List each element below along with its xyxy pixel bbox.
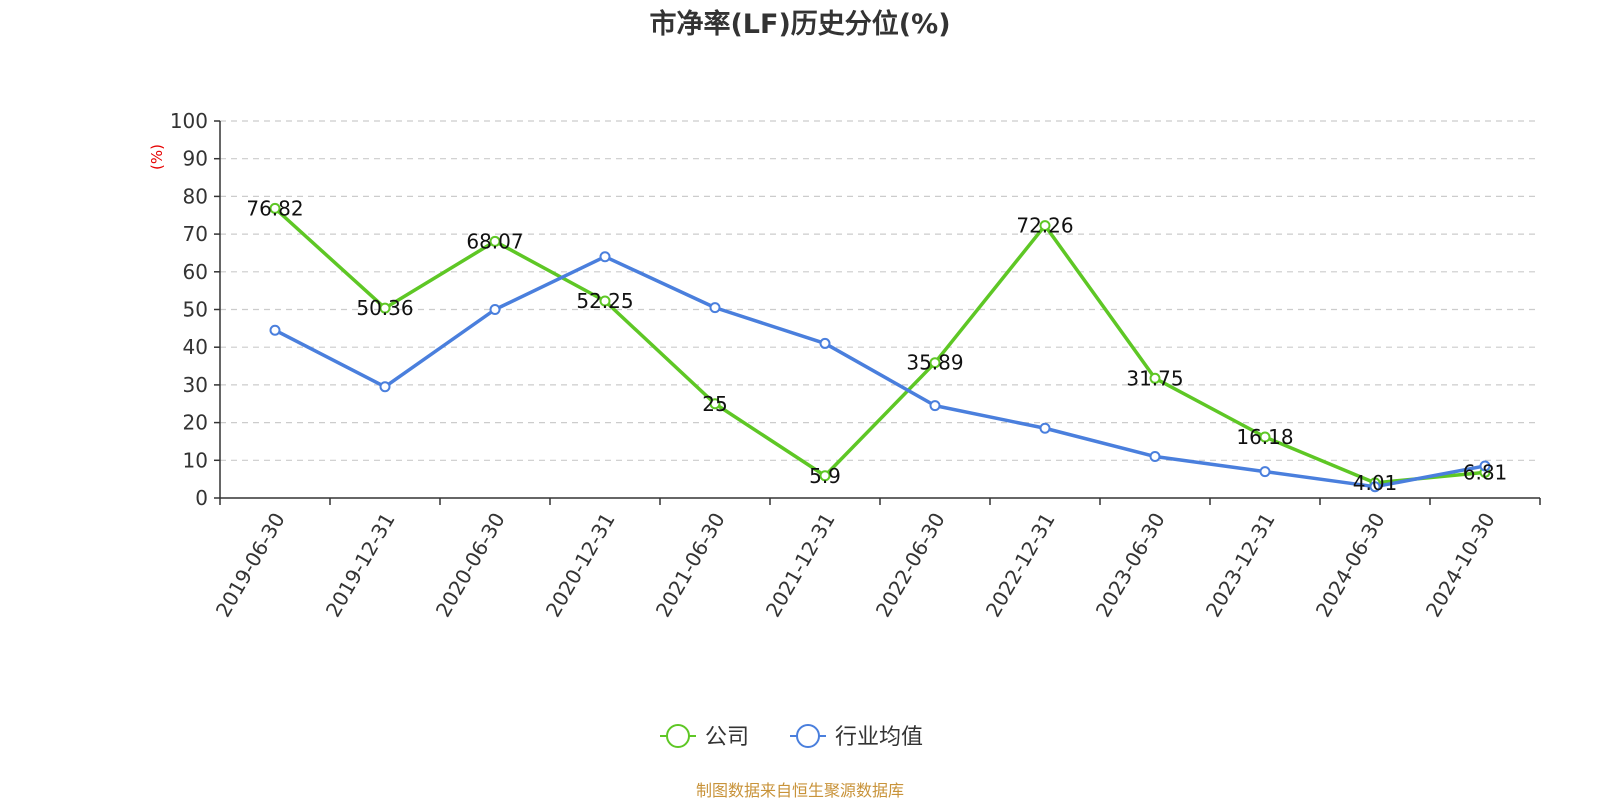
series-point-1[interactable] xyxy=(819,337,831,349)
data-label: 76.82 xyxy=(246,196,303,220)
y-axis-label: (%) xyxy=(148,144,166,170)
legend-label: 公司 xyxy=(705,725,749,750)
series-point-0[interactable] xyxy=(709,398,721,410)
legend-item-0[interactable]: 公司 xyxy=(660,724,749,750)
series-point-0[interactable] xyxy=(489,235,501,247)
legend-marker xyxy=(796,724,820,748)
data-label: 5.9 xyxy=(809,464,841,488)
series-point-1[interactable] xyxy=(269,324,281,336)
x-tick-label: 2022-06-30 xyxy=(871,509,950,622)
x-tick-label: 2019-06-30 xyxy=(211,509,290,622)
data-label: 4.01 xyxy=(1353,471,1398,495)
series-point-1[interactable] xyxy=(929,400,941,412)
data-label: 68.07 xyxy=(466,229,523,253)
data-label: 35.89 xyxy=(906,351,963,375)
x-tick-label: 2021-06-30 xyxy=(651,509,730,622)
y-tick-label: 40 xyxy=(183,335,208,359)
y-tick-label: 0 xyxy=(195,486,208,510)
x-tick-label: 2024-10-30 xyxy=(1421,509,1500,622)
y-tick-label: 80 xyxy=(183,184,208,208)
y-tick-labels: 0 10 20 30 40 50 60 70 80 90 100 xyxy=(170,109,208,510)
x-tick-labels: 2019-06-30 2019-12-31 2020-06-30 2020-12-31… xyxy=(211,509,1500,622)
legend-marker xyxy=(666,724,690,748)
x-tick-label: 2021-12-31 xyxy=(761,509,840,622)
x-tick-label: 2020-12-31 xyxy=(541,509,620,622)
series-point-1[interactable] xyxy=(1259,466,1271,478)
axes xyxy=(214,120,1541,505)
series-line-0 xyxy=(273,207,1486,485)
legend-item-1[interactable]: 行业均值 xyxy=(790,724,923,750)
y-tick-label: 90 xyxy=(183,147,208,171)
data-label: 31.75 xyxy=(1126,366,1183,390)
x-tick-label: 2023-12-31 xyxy=(1201,509,1280,622)
series-point-0[interactable] xyxy=(269,202,281,214)
x-tick-label: 2019-12-31 xyxy=(321,509,400,622)
y-tick-label: 100 xyxy=(170,109,208,133)
series-point-0[interactable] xyxy=(819,470,831,482)
data-label: 50.36 xyxy=(356,296,413,320)
series-point-0[interactable] xyxy=(599,295,611,307)
series-point-1[interactable] xyxy=(599,251,611,263)
series-point-1[interactable] xyxy=(1479,460,1491,472)
data-label: 72.26 xyxy=(1016,214,1073,238)
series-point-0[interactable] xyxy=(379,302,391,314)
series-point-0[interactable] xyxy=(1039,220,1051,232)
x-tick-label: 2024-06-30 xyxy=(1311,509,1390,622)
series-point-1[interactable] xyxy=(1149,451,1161,463)
grid xyxy=(220,120,1540,461)
source-note: 制图数据来自恒生聚源数据库 xyxy=(696,781,904,800)
legend-label: 行业均值 xyxy=(835,725,923,750)
y-tick-label: 10 xyxy=(183,448,208,472)
data-label: 16.18 xyxy=(1236,425,1293,449)
x-tick-label: 2020-06-30 xyxy=(431,509,510,622)
y-tick-label: 50 xyxy=(183,298,208,322)
series-point-0[interactable] xyxy=(929,357,941,369)
series-point-0[interactable] xyxy=(1259,431,1271,443)
y-tick-label: 70 xyxy=(183,222,208,246)
data-label: 6.81 xyxy=(1463,460,1508,484)
series-point-1[interactable] xyxy=(709,302,721,314)
x-tick-label: 2023-06-30 xyxy=(1091,509,1170,622)
series-point-1[interactable] xyxy=(1369,481,1381,493)
series-point-1[interactable] xyxy=(489,304,501,315)
series-layer xyxy=(269,202,1491,493)
series-point-0[interactable] xyxy=(1149,372,1161,384)
series-line-1 xyxy=(274,254,1486,489)
series-point-1[interactable] xyxy=(379,381,391,393)
data-label: 52.25 xyxy=(576,289,633,313)
legend[interactable]: 公司 行业均值 xyxy=(660,724,923,750)
chart-title: 市净率(LF)历史分位(%) xyxy=(649,8,950,40)
y-tick-label: 30 xyxy=(183,373,208,397)
x-tick-label: 2022-12-31 xyxy=(981,509,1060,622)
series-point-1[interactable] xyxy=(1039,422,1051,434)
y-tick-label: 60 xyxy=(183,260,208,284)
y-tick-label: 20 xyxy=(183,411,208,435)
data-label: 25 xyxy=(702,392,727,416)
data-labels: 76.82 50.36 68.07 52.25 25 5.9 35.89 72.26 31.75… xyxy=(246,196,1507,494)
